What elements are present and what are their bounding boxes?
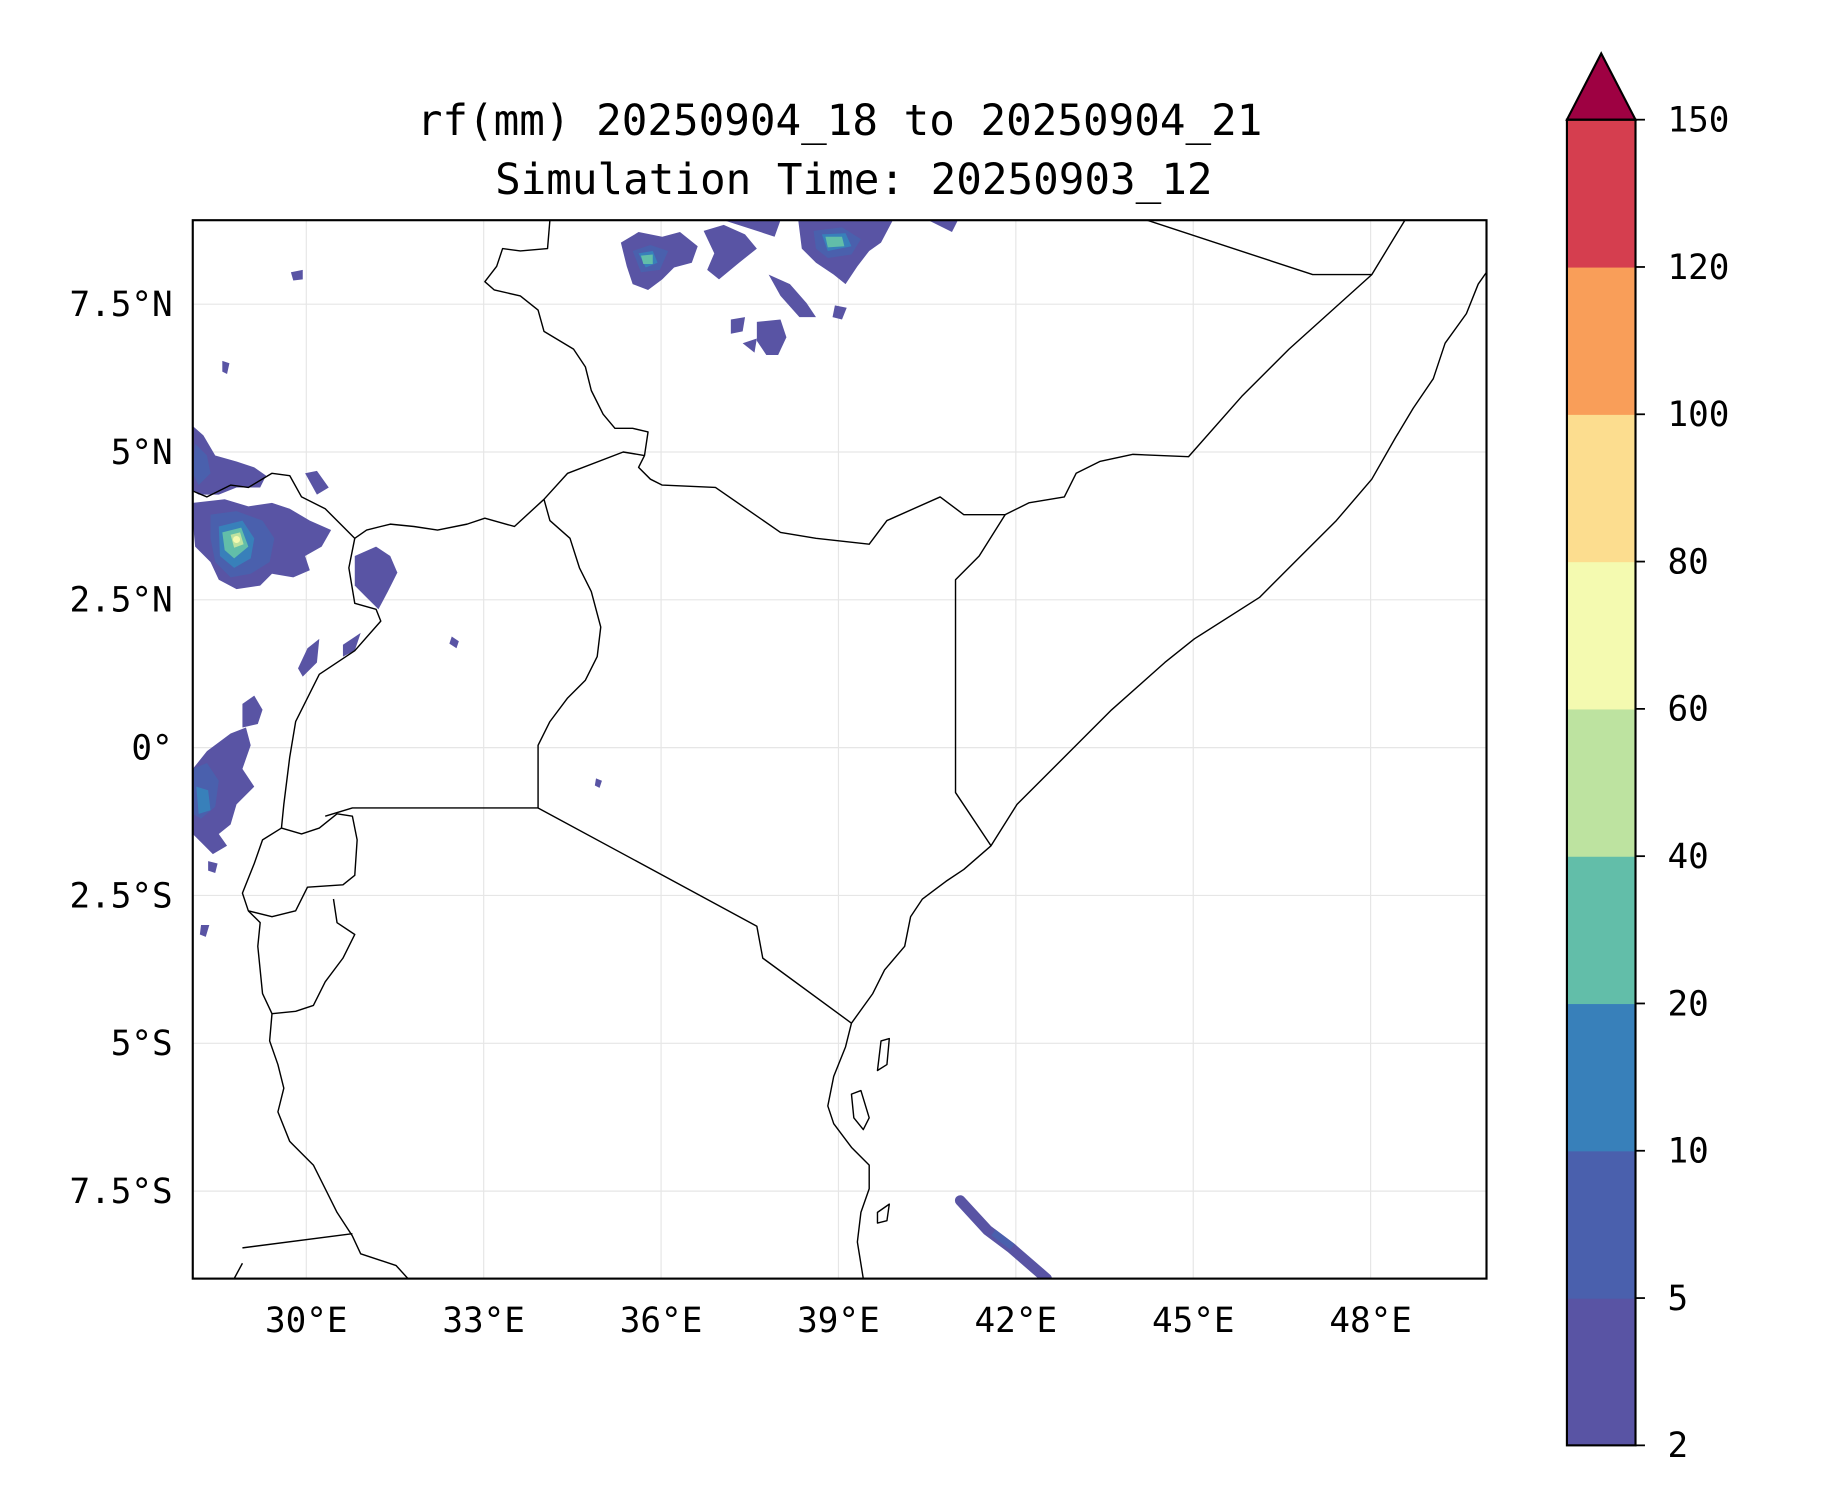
gridlines (192, 220, 1487, 1279)
lat-tick-label: 5°S (111, 1024, 173, 1064)
lat-tick-label: 2.5°N (69, 581, 172, 621)
lon-tick-label: 33°E (442, 1301, 525, 1341)
country-borders (192, 220, 1487, 1279)
colorbar: 2 5 10 20 40 60 80 100 120 150 (1565, 51, 1729, 1466)
lat-tick-label: 5°N (111, 433, 173, 473)
colorbar-extend-triangle (1565, 51, 1638, 121)
colorbar-frame (1565, 118, 1637, 1447)
colorbar-segment (1566, 266, 1636, 415)
lon-tick-label: 48°E (1329, 1301, 1412, 1341)
colorbar-segment (1566, 708, 1636, 857)
title-line-2: Simulation Time: 20250903_12 (495, 155, 1213, 205)
colorbar-segment (1566, 856, 1636, 1005)
lat-tick-label: 7.5°S (69, 1172, 172, 1212)
lat-tick-label: 0° (131, 728, 172, 768)
lon-tick-label: 45°E (1152, 1301, 1235, 1341)
lat-tick-label: 2.5°S (69, 876, 172, 916)
lon-tick-label: 42°E (975, 1301, 1058, 1341)
colorbar-tick-label: 100 (1667, 395, 1729, 435)
title-line-1: rf(mm) 20250904_18 to 20250904_21 (417, 96, 1263, 146)
rainfall-contours (192, 220, 1052, 1279)
colorbar-segment (1566, 1003, 1636, 1152)
colorbar-tick-label: 5 (1667, 1279, 1688, 1319)
colorbar-tick-label: 60 (1667, 690, 1708, 730)
colorbar-segment (1566, 561, 1636, 710)
lat-tick-label: 7.5°N (69, 285, 172, 325)
colorbar-tick-label: 80 (1667, 542, 1708, 582)
colorbar-segment (1566, 1298, 1636, 1446)
colorbar-tick-label: 2 (1667, 1426, 1688, 1466)
lon-tick-label: 36°E (620, 1301, 703, 1341)
lon-tick-label: 39°E (797, 1301, 880, 1341)
colorbar-segment (1566, 1150, 1636, 1299)
colorbar-tick-label: 20 (1667, 984, 1708, 1024)
colorbar-tick-label: 120 (1667, 248, 1729, 288)
colorbar-tick-label: 40 (1667, 837, 1708, 877)
lon-tick-label: 30°E (265, 1301, 348, 1341)
colorbar-segment (1566, 414, 1636, 563)
colorbar-tick-label: 150 (1667, 101, 1729, 141)
colorbar-segment (1566, 119, 1636, 268)
axis-ticks: 30°E 33°E 36°E 39°E 42°E 45°E 48°E 7.5°N 5°N 2.5°… (69, 285, 1411, 1341)
colorbar-tick-label: 10 (1667, 1132, 1708, 1172)
map-frame (191, 219, 1488, 1280)
